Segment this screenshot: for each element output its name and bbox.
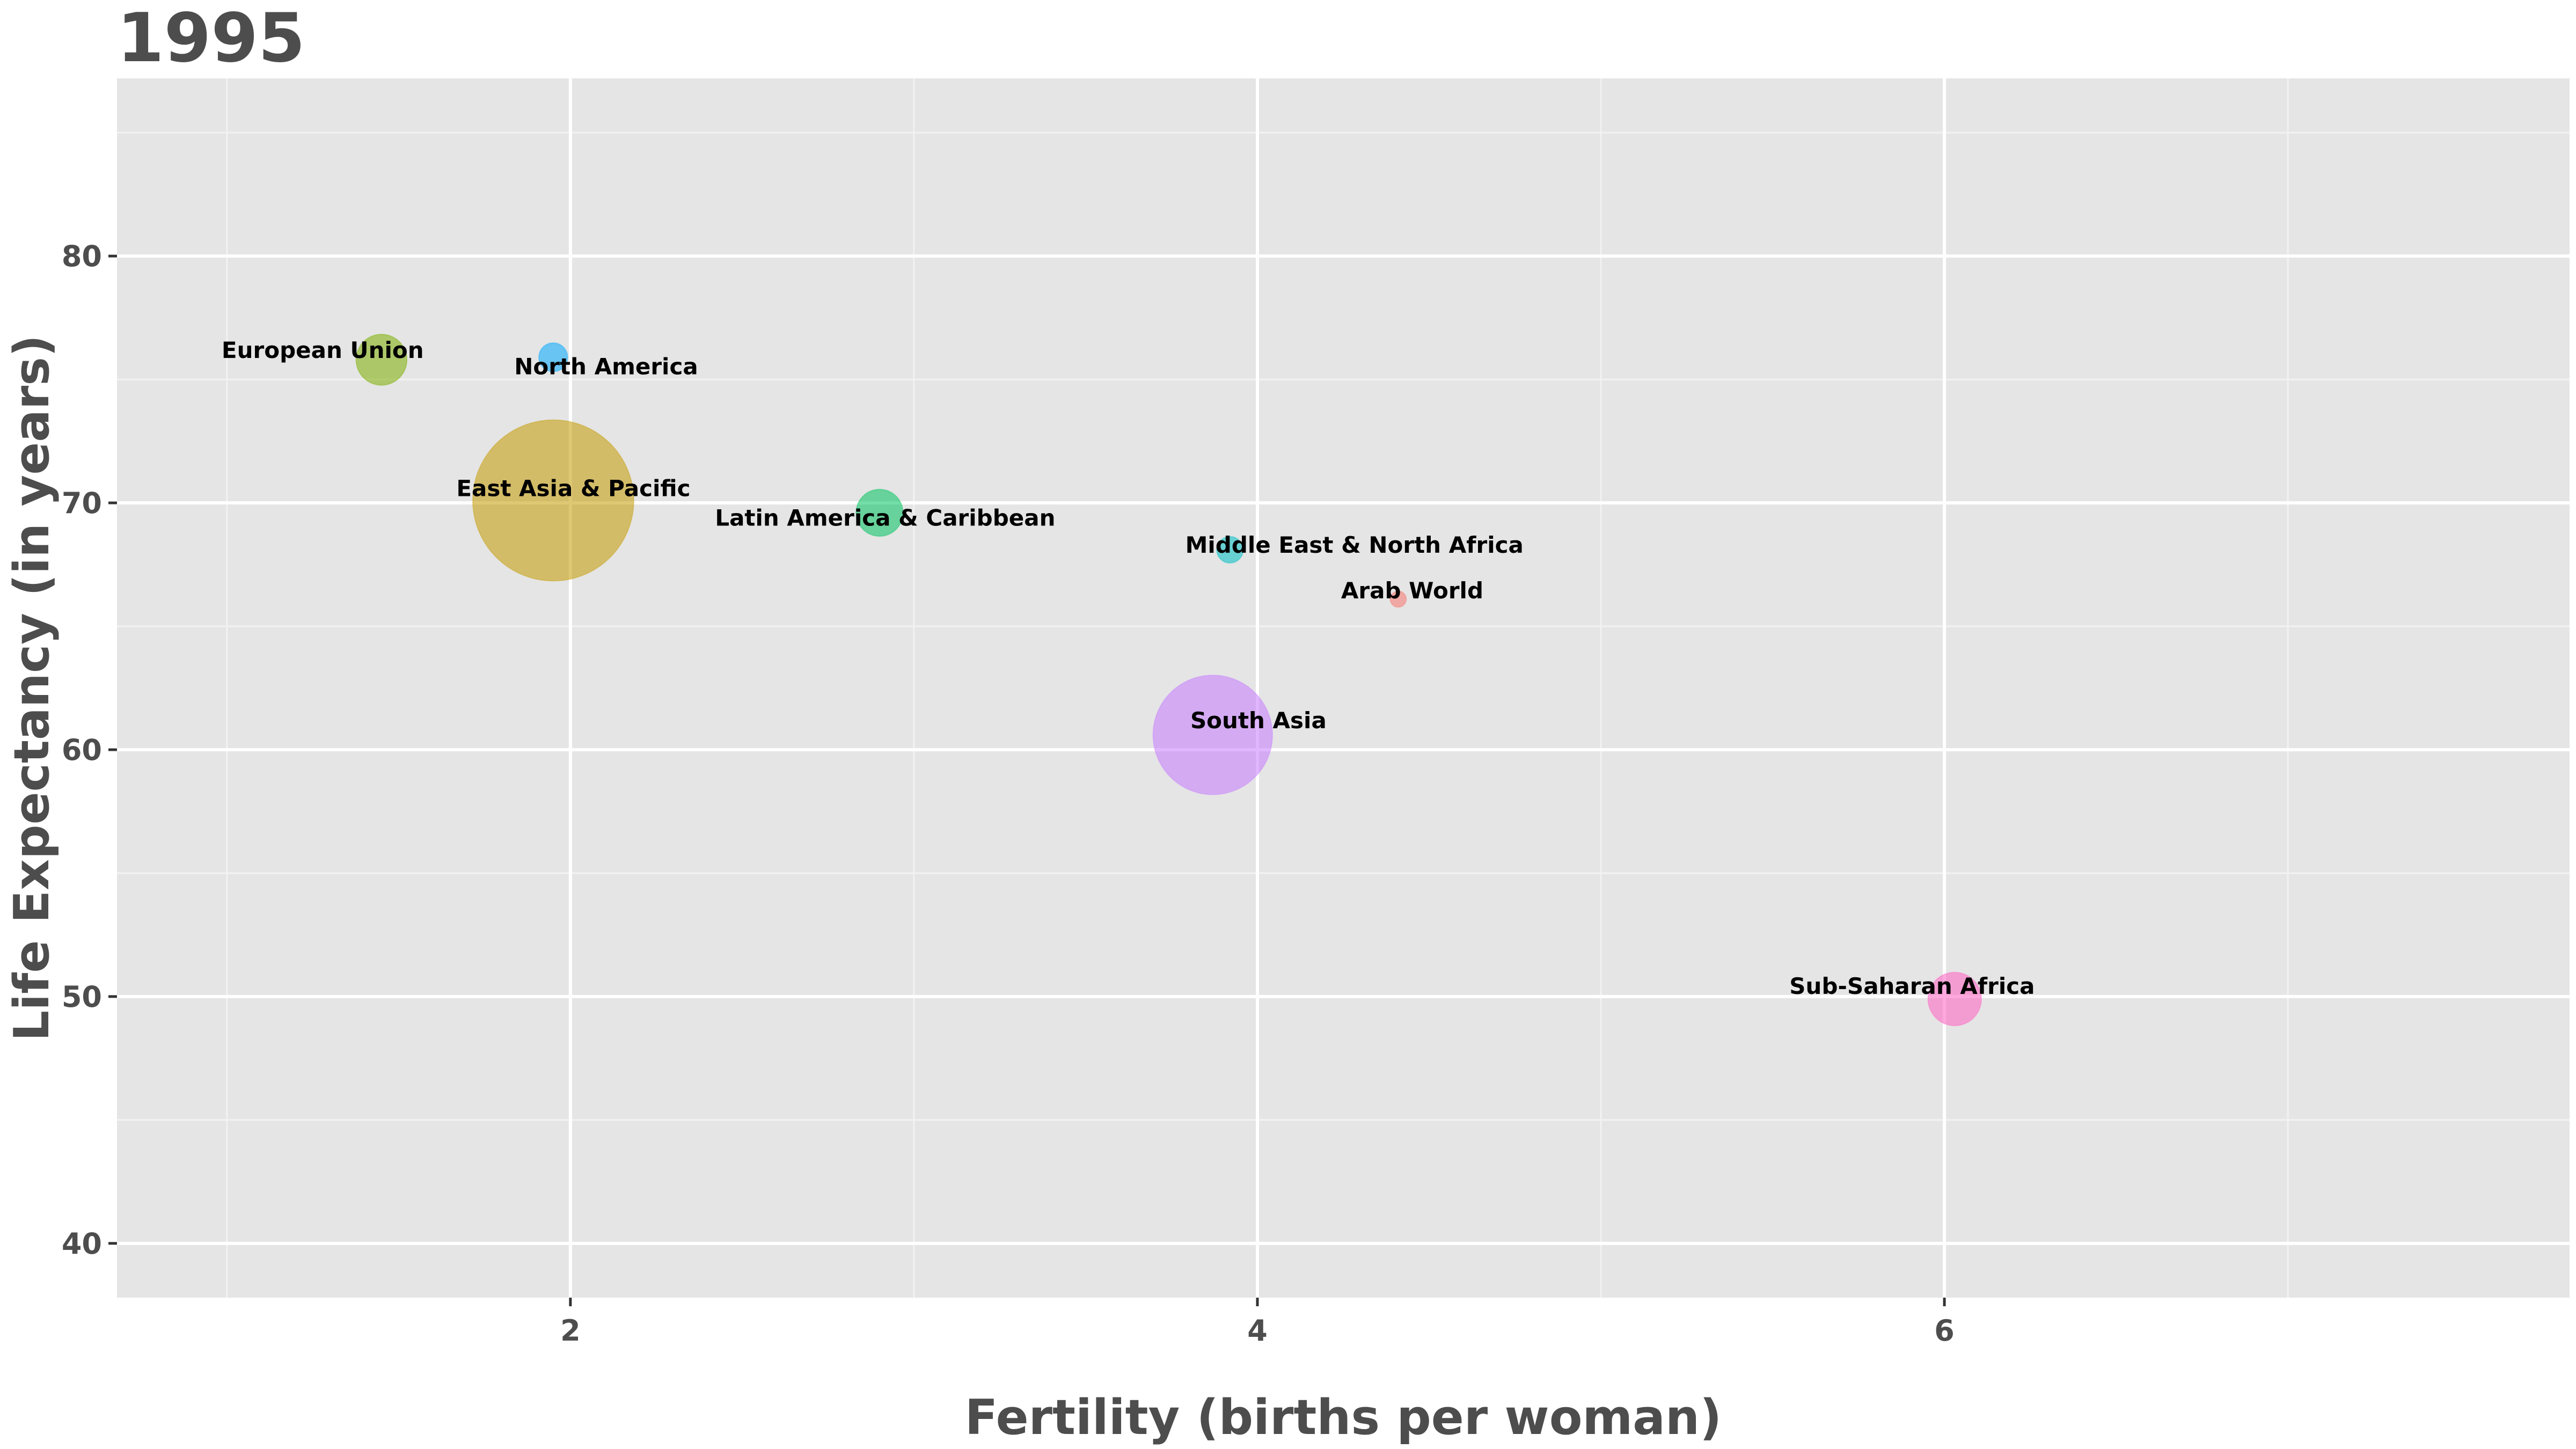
plot-panel: [117, 78, 2570, 1298]
major-gridlines: [117, 78, 2570, 1298]
bubble: [855, 488, 904, 537]
y-tick-label: 70: [62, 486, 102, 520]
bubble: [355, 333, 408, 386]
y-axis: 40 50 60 70 80: [62, 239, 117, 1261]
x-tick-label: 2: [560, 1314, 581, 1348]
chart-title: 1995: [117, 0, 305, 77]
y-tick-label: 60: [62, 733, 102, 767]
minor-gridlines: [117, 78, 2570, 1298]
bubble: [472, 419, 634, 582]
bubble: [1216, 536, 1244, 564]
bubble-label: Middle East & North Africa: [1185, 532, 1524, 558]
bubble-label: Arab World: [1341, 577, 1483, 604]
bubble-label: North America: [514, 353, 698, 379]
y-tick-label: 50: [62, 980, 102, 1014]
x-axis-title: Fertility (births per woman): [965, 1389, 1722, 1446]
bubble-label: East Asia & Pacific: [456, 475, 690, 501]
x-tick-label: 6: [1934, 1314, 1955, 1348]
bubble-label: South Asia: [1190, 707, 1327, 734]
bubbles: [355, 333, 1982, 1027]
y-axis-title: Life Expectancy (in years): [4, 335, 60, 1041]
bubble-label: European Union: [222, 337, 424, 363]
x-axis: 2 4 6: [560, 1298, 1955, 1348]
bubble-label: Sub-Saharan Africa: [1789, 973, 2035, 999]
bubble: [1152, 675, 1274, 795]
bubble: [538, 342, 568, 372]
bubble: [1389, 590, 1407, 608]
bubble: [1927, 971, 1982, 1027]
x-tick-label: 4: [1247, 1314, 1268, 1348]
y-tick-label: 40: [62, 1227, 102, 1261]
bubble-labels: Arab World East Asia & Pacific European Un…: [222, 337, 2035, 999]
bubble-label: Latin America & Caribbean: [715, 504, 1055, 531]
y-tick-label: 80: [62, 239, 102, 273]
